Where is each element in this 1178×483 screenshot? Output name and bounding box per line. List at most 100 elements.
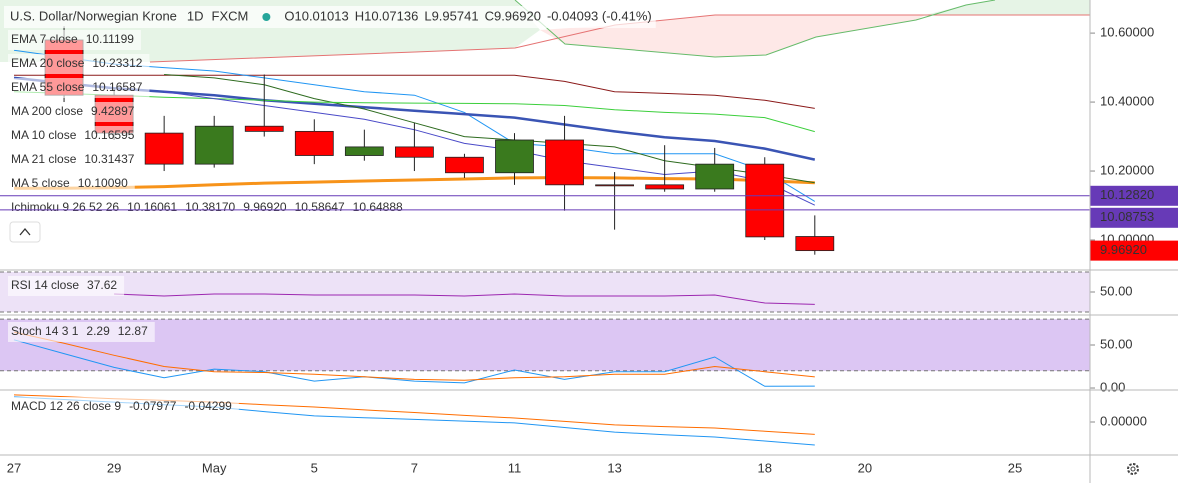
- ohlc-value: H10.07136: [355, 8, 419, 23]
- gear: [1127, 463, 1139, 475]
- settings-icon[interactable]: [1127, 463, 1139, 475]
- ohlc-value: O10.01013: [284, 8, 348, 23]
- legend-value: 12.87: [118, 324, 148, 338]
- price-badge-label: 10.08753: [1100, 209, 1154, 224]
- band-fill: [0, 319, 1090, 371]
- band-fill: [0, 272, 1090, 312]
- candle-body: [244, 125, 284, 132]
- candle-body: [745, 163, 785, 238]
- candle-body: [394, 146, 434, 158]
- cloud-fill: [925, 0, 1090, 15]
- header-bg: [4, 6, 656, 28]
- legend-value: 9.96920: [243, 200, 287, 214]
- legend-text: MA 10 close: [11, 128, 77, 142]
- legend-value: 37.62: [87, 278, 117, 292]
- x-tick-label: 11: [508, 460, 522, 475]
- legend-value: 10.16587: [92, 80, 142, 94]
- candle-body: [695, 163, 735, 190]
- candle-body: [144, 132, 184, 165]
- x-tick-label: 29: [107, 460, 121, 475]
- y-tick-label: 10.20000: [1100, 162, 1154, 177]
- price-badge-label: 10.12820: [1100, 187, 1154, 202]
- collapse-icon: [19, 227, 31, 236]
- candle-body: [795, 236, 835, 252]
- legend-bg: [8, 126, 142, 146]
- x-tick-label: 18: [758, 460, 772, 475]
- legend-value: 10.16595: [84, 128, 134, 142]
- legend-bg: [8, 150, 142, 170]
- legend-value: 10.38170: [185, 200, 235, 214]
- legend-value: 9.42897: [91, 104, 135, 118]
- x-tick-label: 25: [1008, 460, 1022, 475]
- legend-text: Ichimoku 9 26 52 26: [11, 200, 119, 214]
- y-tick-label: 50.00: [1100, 283, 1133, 298]
- legend-value: 10.64888: [353, 200, 403, 214]
- candle-body: [344, 146, 384, 156]
- legend-text: MACD 12 26 close 9: [11, 399, 121, 413]
- price-badge-label: 9.96920: [1100, 242, 1147, 257]
- legend-text: EMA 55 close: [11, 80, 85, 94]
- candle-body: [595, 184, 634, 187]
- y-tick-label: 50.00: [1100, 336, 1133, 351]
- candle-body: [194, 125, 234, 165]
- x-tick-label: 7: [411, 460, 418, 475]
- legend-text: RSI 14 close: [11, 278, 79, 292]
- x-tick-label: 5: [311, 460, 318, 475]
- legend-bg: [8, 54, 150, 74]
- symbol-title: U.S. Dollar/Norwegian Krone: [10, 8, 177, 23]
- price-badge: [1090, 207, 1178, 228]
- legend-bg: [8, 30, 141, 50]
- source: FXCM: [212, 8, 249, 23]
- legend-text: MA 200 close: [11, 104, 83, 118]
- y-tick-label: 10.60000: [1100, 25, 1154, 40]
- legend-bg: [8, 322, 155, 342]
- candle-body: [445, 156, 484, 174]
- legend-text: MA 21 close: [11, 152, 77, 166]
- legend-value: -0.04299: [184, 399, 232, 413]
- indicator-line: [114, 293, 815, 305]
- interval: 1D: [187, 8, 204, 23]
- legend-value: 10.11199: [86, 32, 135, 46]
- x-tick-label: 13: [607, 460, 621, 475]
- price-badge: [1090, 185, 1178, 206]
- ohlc-value: L9.95741: [424, 8, 478, 23]
- cloud-edge: [514, 0, 996, 58]
- status-dot: [262, 13, 271, 21]
- candle-body: [294, 130, 334, 156]
- legend-value: 10.31437: [84, 152, 134, 166]
- legend-bg: [8, 276, 125, 296]
- y-tick-label: 0.00000: [1100, 413, 1147, 428]
- indicator-line: [13, 331, 815, 381]
- x-tick-label: May: [202, 460, 227, 475]
- legend-bg: [8, 198, 410, 218]
- x-tick-label: 27: [7, 460, 21, 475]
- legend-value: -0.07977: [129, 399, 177, 413]
- legend-text: Stoch 14 3 1: [11, 324, 79, 338]
- legend-value: 10.23312: [92, 56, 142, 70]
- candle-body: [545, 139, 584, 186]
- candle-body: [645, 184, 685, 190]
- legend-bg: [8, 102, 142, 122]
- cloud-edge: [149, 14, 1090, 63]
- gear-hub: [1130, 466, 1136, 472]
- indicator-line: [13, 339, 815, 387]
- ohlc-value: C9.96920: [485, 8, 541, 23]
- legend-text: EMA 7 close: [11, 32, 78, 46]
- legend-value: 2.29: [86, 324, 110, 338]
- indicator-line: [14, 74, 815, 109]
- legend-value: 10.58647: [295, 200, 345, 214]
- change: -0.04093 (-0.41%): [547, 8, 652, 23]
- indicator-line: [14, 176, 815, 190]
- legend-value: 10.10090: [78, 176, 128, 190]
- price-badge: [1090, 240, 1178, 261]
- legend-text: EMA 20 close: [11, 56, 85, 70]
- candle-body: [495, 139, 534, 174]
- legend-bg: [8, 174, 135, 194]
- legend-text: MA 5 close: [11, 176, 70, 190]
- collapse-button[interactable]: [9, 221, 41, 243]
- x-tick-label: 20: [858, 460, 872, 475]
- legend-value: 10.16061: [127, 200, 177, 214]
- y-tick-label: 10.40000: [1100, 94, 1154, 109]
